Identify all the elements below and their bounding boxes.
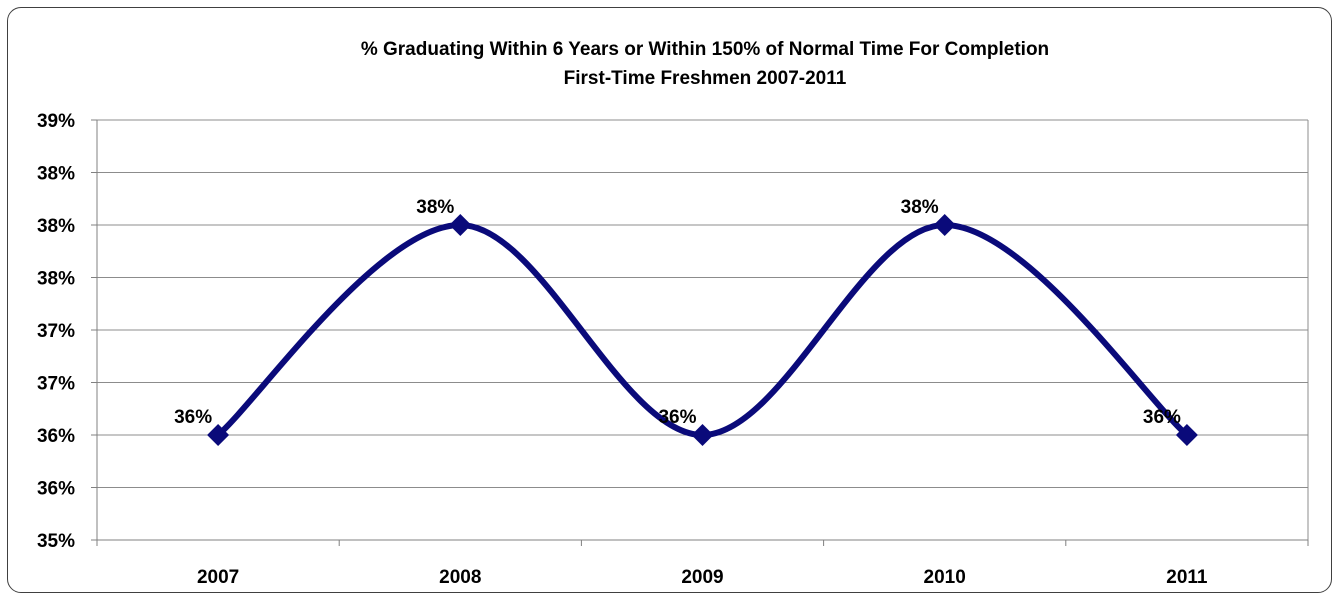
data-label-3: 38% xyxy=(901,197,939,218)
y-tick-label-0: 35% xyxy=(37,531,75,552)
chart-title-line-1: % Graduating Within 6 Years or Within 15… xyxy=(361,39,1049,60)
x-axis-tick-labels: 2007 2008 2009 2010 2011 xyxy=(197,567,1208,588)
y-tick-label-6: 38% xyxy=(37,216,75,237)
chart-title-line-2: First-Time Freshmen 2007-2011 xyxy=(564,68,847,89)
y-tick-label-4: 37% xyxy=(37,321,75,342)
grid-lines xyxy=(97,119,1309,540)
data-label-4: 36% xyxy=(1143,407,1181,428)
y-tick-label-7: 38% xyxy=(37,164,75,185)
y-tick-label-2: 36% xyxy=(37,426,75,447)
y-tick-label-5: 38% xyxy=(37,269,75,290)
x-tick-label-4: 2011 xyxy=(1166,567,1208,588)
y-tick-label-8: 39% xyxy=(37,111,75,132)
x-tick-label-1: 2008 xyxy=(439,567,481,588)
x-tick-label-2: 2009 xyxy=(681,567,723,588)
axes xyxy=(91,119,1309,546)
y-axis-tick-labels: 35% 36% 36% 37% 37% 38% 38% 38% 39% xyxy=(37,111,75,552)
x-tick-label-3: 2010 xyxy=(924,567,966,588)
data-point-marker-4 xyxy=(1175,424,1198,446)
x-tick-label-0: 2007 xyxy=(197,567,239,588)
data-labels: 36% 38% 36% 38% 36% xyxy=(174,197,1181,428)
data-label-1: 38% xyxy=(416,197,454,218)
data-label-2: 36% xyxy=(658,407,696,428)
data-point-marker-2 xyxy=(691,424,714,446)
y-tick-label-3: 37% xyxy=(37,374,75,395)
data-point-marker-3 xyxy=(933,214,956,236)
data-point-marker-0 xyxy=(207,424,230,446)
markers xyxy=(207,214,1198,446)
y-tick-label-1: 36% xyxy=(37,479,75,500)
data-point-marker-1 xyxy=(449,214,472,236)
data-label-0: 36% xyxy=(174,407,212,428)
chart-frame xyxy=(7,7,1332,593)
